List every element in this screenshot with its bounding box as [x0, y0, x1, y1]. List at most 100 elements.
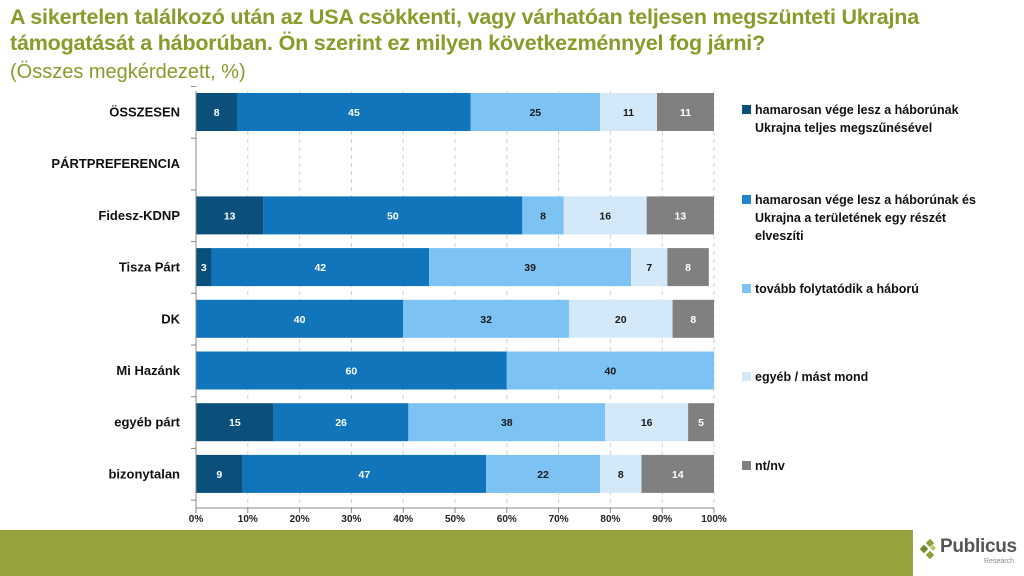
- bar-segment: [196, 403, 274, 442]
- data-label: 45: [348, 107, 360, 119]
- bar-segment: [688, 403, 714, 442]
- bar-segment: [600, 454, 642, 493]
- bar-segment: [196, 299, 404, 338]
- legend-swatch: [742, 461, 751, 470]
- legend-label: hamarosan vége lesz a háborúnak Ukrajna …: [755, 103, 959, 135]
- bar-segment: [470, 93, 601, 131]
- bar-segment: [605, 403, 689, 442]
- legend-label: egyéb / mást mond: [755, 370, 869, 384]
- x-tick-label: 40%: [393, 514, 413, 525]
- legend-item-other: egyéb / mást mond: [742, 368, 995, 386]
- bar-segment: [429, 248, 632, 287]
- data-label: 60: [346, 366, 358, 378]
- bar-segment: [646, 196, 714, 235]
- bars: 8 45 25 11 11 13 50 8 16 13 3 42 39 7 8 40 32 20 8 60 40 15 26…: [196, 93, 714, 493]
- data-label: 7: [646, 262, 652, 274]
- legend-swatch: [742, 105, 751, 114]
- category-label: Mi Hazánk: [116, 363, 180, 378]
- data-label: 22: [537, 469, 549, 481]
- data-label: 32: [480, 314, 492, 326]
- bar-segment: [568, 299, 673, 338]
- gridlines: [247, 91, 715, 508]
- legend-item-dont-know: nt/nv: [742, 457, 995, 475]
- x-tick-label: 90%: [652, 514, 672, 525]
- category-label: bizonytalan: [108, 466, 180, 481]
- data-label: 50: [387, 210, 399, 222]
- data-label: 16: [641, 417, 653, 429]
- data-label: 9: [216, 469, 222, 481]
- bar-segment: [672, 299, 714, 338]
- bar-segment: [506, 351, 714, 390]
- bar-segment: [667, 248, 709, 287]
- bar-segment: [196, 351, 507, 390]
- data-label: 26: [335, 417, 347, 429]
- category-label: Tisza Párt: [119, 260, 181, 275]
- data-label: 11: [680, 107, 691, 119]
- data-label: 40: [294, 314, 306, 326]
- logo-name: Publicus: [940, 536, 1017, 557]
- data-label: 8: [540, 210, 546, 222]
- category-label: ÖSSZESEN: [109, 105, 180, 120]
- x-tick-label: 30%: [341, 514, 361, 525]
- data-label: 8: [690, 314, 696, 326]
- publicus-logo-icon: [919, 539, 936, 559]
- x-tick-label: 70%: [549, 514, 569, 525]
- bar-segment: [211, 248, 430, 287]
- axes: 0% 10% 20% 30% 40% 50% 60% 70% 80% 90% 100% ÖSSZESE…: [51, 86, 727, 525]
- data-label: 38: [501, 417, 513, 429]
- data-label: 39: [524, 262, 536, 274]
- data-label: 40: [605, 366, 617, 378]
- data-label: 42: [314, 262, 326, 274]
- data-label: 13: [224, 210, 236, 222]
- x-tick-label: 100%: [701, 514, 727, 525]
- bar-segment: [403, 299, 569, 338]
- chart-title: A sikertelen találkozó után az USA csökk…: [10, 5, 919, 55]
- data-label: 25: [529, 107, 541, 119]
- bar-segment: [196, 454, 243, 493]
- legend-swatch: [742, 284, 751, 293]
- bar-segment: [196, 93, 238, 131]
- stacked-bar-chart: 8 45 25 11 11 13 50 8 16 13 3 42 39 7 8 40 32 20 8 60 40 15 26…: [51, 86, 727, 525]
- x-tick-label: 10%: [238, 514, 258, 525]
- bar-segment: [408, 403, 606, 442]
- publicus-logo: Publicus Research: [918, 536, 1024, 576]
- x-tick-label: 80%: [600, 514, 620, 525]
- legend-label: nt/nv: [755, 459, 785, 473]
- chart-subtitle: (Összes megkérdezett, %): [10, 61, 246, 83]
- bar-segment: [237, 93, 471, 131]
- legend-swatch: [742, 372, 751, 381]
- data-label: 16: [599, 210, 611, 222]
- x-tick-label: 60%: [497, 514, 517, 525]
- x-tick-label: 20%: [290, 514, 310, 525]
- category-label: egyéb párt: [114, 415, 180, 430]
- data-label: 8: [214, 107, 220, 119]
- legend-item-war-continues: tovább folytatódik a háború: [742, 280, 995, 298]
- category-label: Fidesz-KDNP: [98, 208, 180, 223]
- bar-segment: [657, 93, 714, 131]
- bar-segment: [522, 196, 564, 235]
- bar-segment: [196, 196, 264, 235]
- bar-segment: [631, 248, 668, 287]
- legend-label: hamarosan vége lesz a háborúnak és Ukraj…: [755, 193, 976, 243]
- legend-item-soon-end-full-loss: hamarosan vége lesz a háborúnak Ukrajna …: [742, 101, 995, 137]
- data-label: 14: [672, 469, 684, 481]
- x-tick-label: 0%: [189, 514, 204, 525]
- bar-segment: [641, 454, 714, 493]
- bar-segment: [196, 248, 212, 287]
- bar-segment: [273, 403, 409, 442]
- data-label: 47: [359, 469, 371, 481]
- footer-band: [0, 530, 913, 576]
- data-label: 13: [674, 210, 686, 222]
- bar-segment: [263, 196, 523, 235]
- x-tick-label: 50%: [445, 514, 465, 525]
- data-label: 20: [615, 314, 627, 326]
- legend-swatch: [742, 195, 751, 204]
- bar-segment: [563, 196, 647, 235]
- bar-segment: [486, 454, 601, 493]
- data-label: 3: [201, 262, 207, 274]
- logo-subtitle: Research: [984, 558, 1014, 565]
- bar-segment: [242, 454, 487, 493]
- legend-label: tovább folytatódik a háború: [755, 282, 919, 296]
- data-label: 5: [698, 417, 704, 429]
- category-label: PÁRTPREFERENCIA: [51, 156, 180, 171]
